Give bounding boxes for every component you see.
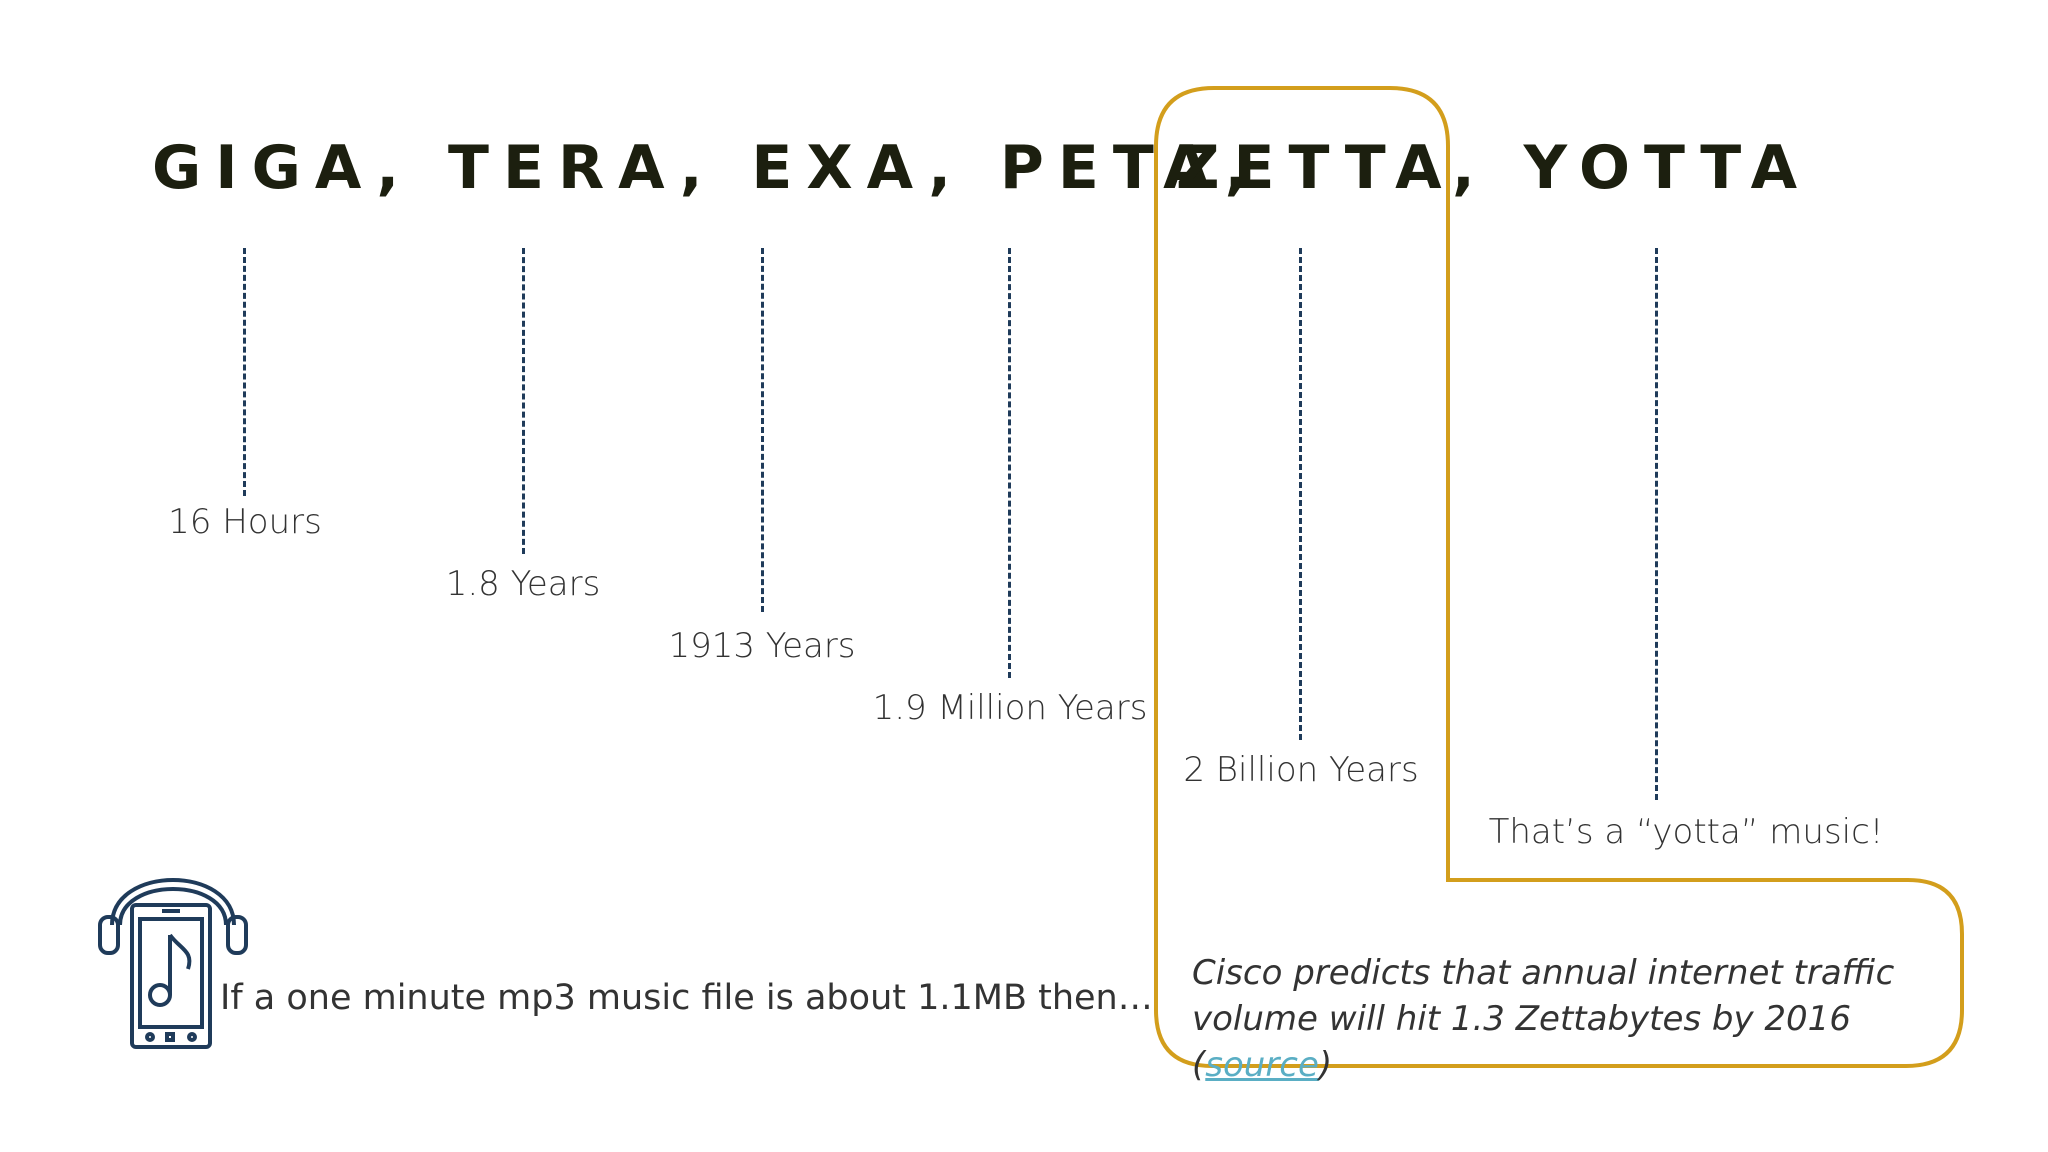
timeline-line-yotta (1655, 248, 1658, 800)
time-label-yotta: That’s a “yotta” music! (1488, 812, 1884, 852)
time-label-giga: 16 Hours (168, 502, 322, 542)
heading-yotta: , YOTTA (1452, 133, 1812, 203)
timeline-line-zetta (1299, 248, 1302, 740)
time-label-peta: 1.9 Million Years (872, 688, 1148, 728)
time-label-tera: 1.8 Years (445, 564, 601, 604)
timeline-line-giga (243, 248, 246, 496)
timeline-line-peta (1008, 248, 1011, 678)
cisco-note: Cisco predicts that annual internet traf… (1192, 950, 1952, 1088)
heading-prefixes-pre: GIGA, TERA, EXA, PETA, (152, 133, 1262, 203)
intro-text: If a one minute mp3 music file is about … (220, 978, 1153, 1018)
smartphone-headphones-music-icon (98, 878, 248, 1049)
source-link[interactable]: source (1205, 1045, 1319, 1085)
cisco-note-text: Cisco predicts that annual internet traf… (1192, 953, 1895, 1085)
timeline-line-exa (761, 248, 764, 612)
time-label-exa: 1913 Years (668, 626, 856, 666)
time-label-zetta: 2 Billion Years (1183, 750, 1419, 790)
timeline-line-tera (522, 248, 525, 554)
cisco-note-close: ) (1318, 1045, 1333, 1085)
heading-zetta: ZETTA (1176, 133, 1456, 203)
